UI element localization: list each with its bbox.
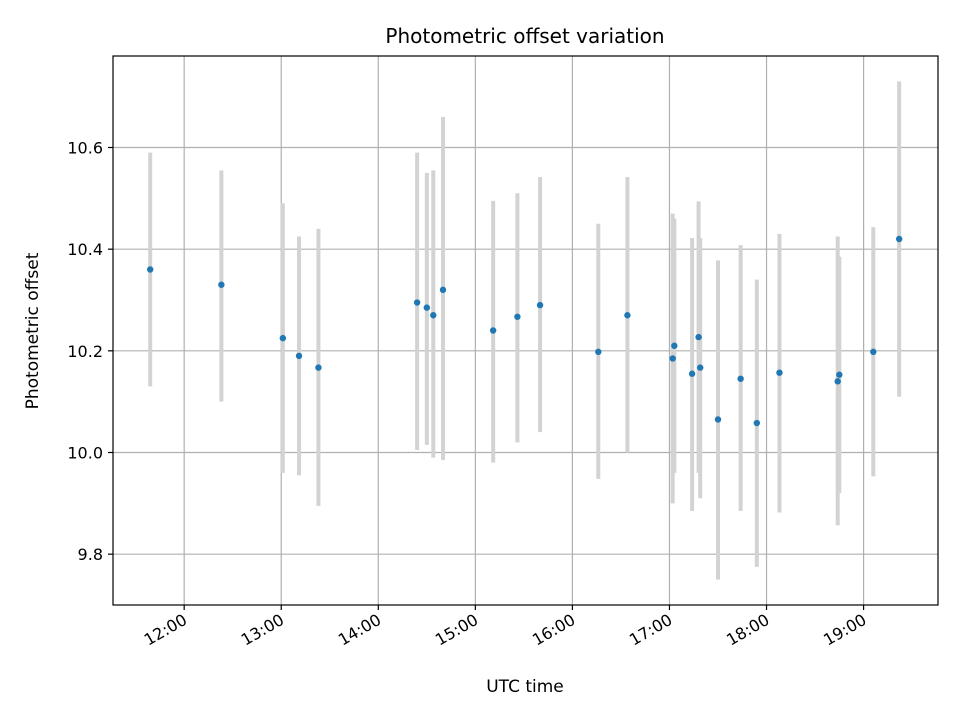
data-point: [315, 364, 322, 371]
data-point: [514, 313, 521, 320]
data-point: [147, 266, 154, 273]
data-point: [489, 327, 497, 334]
data-point: [423, 304, 431, 311]
y-tick-label: 10.4: [67, 240, 103, 259]
data-point: [671, 342, 678, 349]
data-point: [536, 301, 544, 309]
data-point: [753, 419, 761, 427]
y-axis: 9.8 10.0 10.2 10.4 10.6: [67, 139, 113, 564]
data-point: [836, 371, 843, 378]
data-point: [870, 348, 877, 356]
y-tick-label: 10.0: [67, 444, 103, 463]
data-point: [430, 312, 437, 319]
data-point: [218, 281, 225, 288]
data-point: [688, 370, 696, 377]
data-point: [776, 369, 783, 376]
plot-area-frame: [112, 55, 939, 606]
data-point: [295, 352, 303, 360]
data-points: [147, 235, 903, 427]
data-point: [413, 299, 421, 306]
y-tick-label: 10.6: [67, 139, 103, 158]
data-point: [595, 348, 602, 356]
y-tick-label: 9.8: [78, 545, 103, 564]
data-point: [834, 378, 841, 385]
data-point: [279, 334, 287, 342]
data-point: [669, 355, 676, 362]
chart-title: Photometric offset variation: [385, 24, 664, 48]
data-point: [737, 375, 744, 382]
data-point: [695, 333, 702, 341]
y-axis-label: Photometric offset: [23, 252, 43, 409]
data-point: [895, 235, 903, 243]
data-point: [624, 312, 631, 319]
y-tick-label: 10.2: [67, 342, 103, 361]
data-point: [714, 416, 722, 423]
data-point: [439, 286, 447, 294]
x-axis-label: UTC time: [486, 677, 564, 697]
grid: [113, 56, 938, 605]
data-point: [697, 364, 704, 371]
